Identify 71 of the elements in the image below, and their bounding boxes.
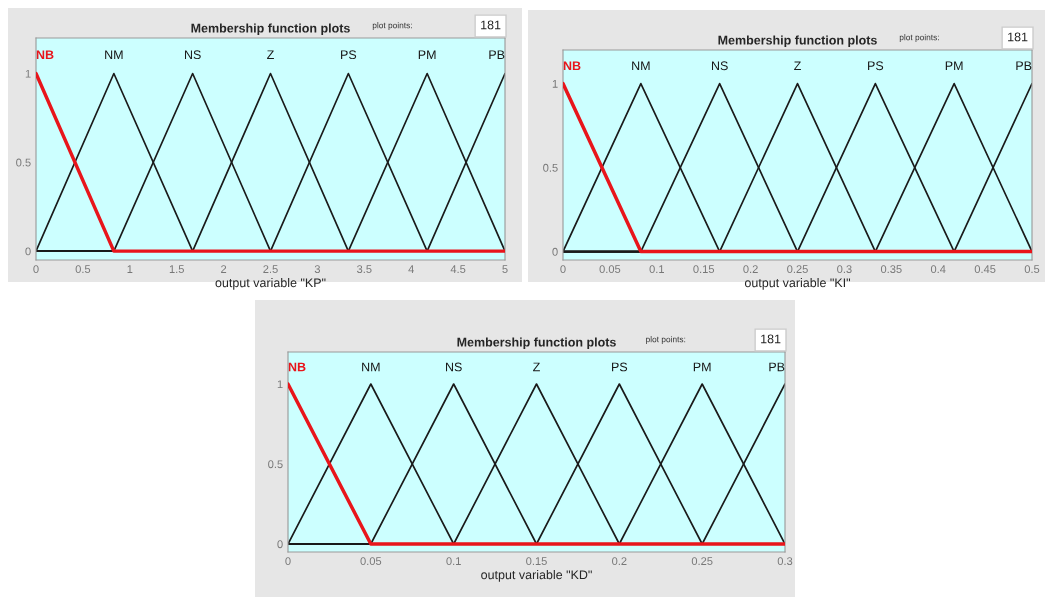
y-tick-label: 0 [552, 247, 558, 256]
y-tick-label: 0 [277, 540, 283, 549]
x-axis-title: output variable "KI" [744, 278, 851, 290]
y-tick-label: 1 [277, 380, 283, 389]
x-tick-label: 1.5 [169, 265, 184, 274]
series-label: PB [489, 50, 505, 59]
series-label: NB [288, 362, 306, 372]
x-tick-label: 0.5 [75, 265, 91, 274]
x-tick-label: 0.15 [693, 265, 715, 274]
x-tick-label: 0.45 [974, 265, 996, 274]
y-tick-label: 0.5 [16, 158, 31, 167]
text: 181 [1008, 32, 1028, 42]
x-tick-label: 0 [33, 265, 39, 274]
x-tick-label: 0.25 [691, 557, 713, 566]
y-tick-label: 1 [552, 79, 558, 88]
x-tick-label: 0.2 [612, 557, 627, 566]
series-label: NB [36, 50, 54, 59]
x-tick-label: 4 [408, 265, 414, 273]
x-tick-label: 0 [560, 265, 566, 274]
series-label: NM [632, 61, 650, 71]
x-tick-label: 0.35 [880, 265, 902, 274]
y-tick-label: 0.5 [543, 163, 558, 172]
x-axis-title: output variable "KD" [481, 570, 592, 582]
x-tick-label: 1 [127, 265, 133, 273]
series-label: NS [184, 50, 201, 60]
series-label: PM [418, 50, 436, 59]
series-label: PS [341, 50, 357, 60]
x-tick-label: 0.05 [599, 265, 621, 274]
x-tick-label: 0.3 [777, 557, 793, 566]
x-tick-label: 0.05 [360, 557, 382, 566]
x-tick-label: 0.1 [446, 557, 461, 566]
x-tick-label: 0.15 [526, 557, 547, 566]
x-tick-label: 0.4 [930, 265, 946, 274]
chart-title: Membership function plots [457, 337, 616, 350]
series-label: NM [362, 362, 380, 372]
series-label: Z [533, 362, 540, 372]
chart-title: Membership function plots [718, 35, 877, 48]
series-label: Z [794, 61, 801, 71]
x-axis-title: output variable "KP" [215, 278, 326, 290]
series-label: PS [612, 362, 628, 372]
x-tick-label: 0 [285, 557, 291, 566]
x-tick-label: 0.2 [743, 265, 758, 274]
series-label: NB [563, 61, 581, 71]
x-tick-label: 0.5 [1024, 265, 1040, 274]
series-label: NS [446, 362, 462, 372]
series-label: PB [1016, 61, 1032, 71]
x-tick-label: 3.5 [357, 265, 372, 274]
series-label: Z [267, 50, 274, 59]
x-tick-label: 0.25 [787, 265, 808, 274]
x-tick-label: 5 [502, 265, 508, 274]
y-tick-label: 0 [25, 247, 31, 256]
text: 181 [761, 334, 781, 344]
series-label: PM [693, 362, 711, 372]
text: plot points: [899, 34, 939, 42]
x-tick-label: 2.5 [263, 265, 278, 274]
x-tick-label: 2 [221, 265, 227, 273]
x-tick-label: 4.5 [450, 265, 466, 274]
series-label: PM [945, 61, 963, 71]
y-tick-label: 1 [25, 69, 31, 78]
chart-title: Membership function plots [191, 23, 350, 36]
x-tick-label: 0.1 [649, 265, 664, 274]
text: 181 [481, 20, 501, 30]
series-label: NM [105, 50, 123, 59]
x-tick-label: 3 [314, 265, 320, 274]
series-label: PB [769, 362, 785, 372]
series-label: NS [711, 61, 728, 71]
text: plot points: [372, 22, 412, 30]
y-tick-label: 0.5 [268, 460, 283, 469]
x-tick-label: 0.3 [837, 265, 852, 274]
series-label: PS [868, 61, 884, 71]
text: plot points: [646, 336, 686, 344]
